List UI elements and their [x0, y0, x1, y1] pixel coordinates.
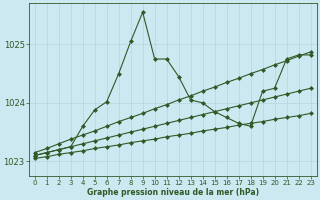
X-axis label: Graphe pression niveau de la mer (hPa): Graphe pression niveau de la mer (hPa)	[87, 188, 259, 197]
